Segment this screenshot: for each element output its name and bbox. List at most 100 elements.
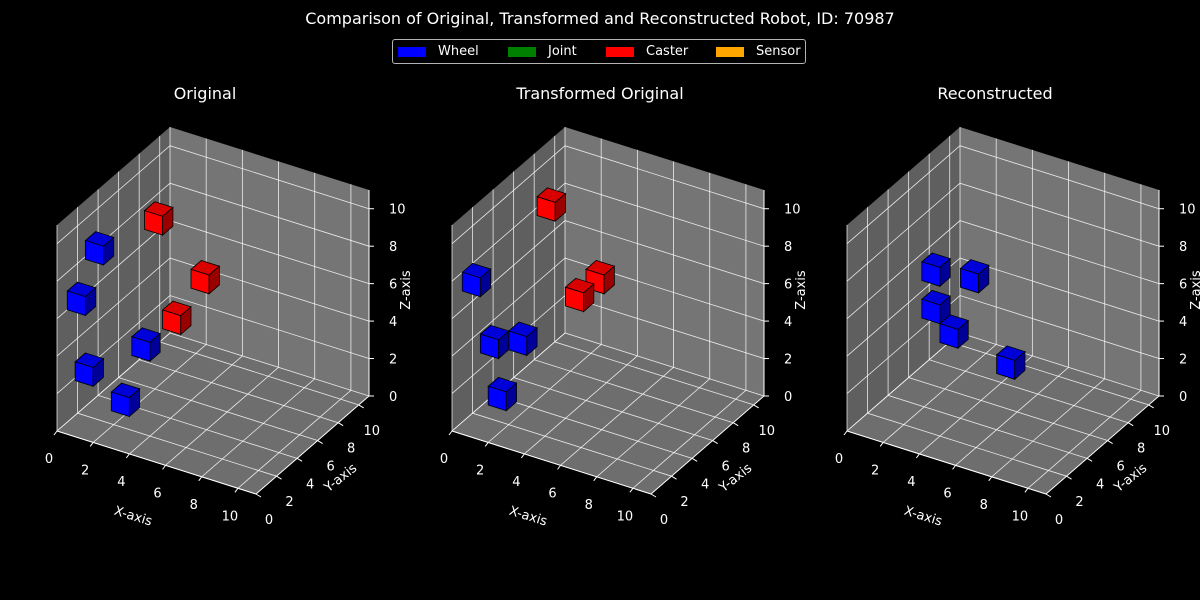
- x-tick-label: 8: [585, 498, 593, 513]
- x-tick: [53, 430, 58, 436]
- y-tick: [671, 475, 677, 480]
- cube-side-face: [978, 264, 990, 294]
- cube-side-face: [162, 206, 174, 236]
- grid-z-line: [846, 145, 1160, 245]
- y-tick: [753, 404, 759, 409]
- cube-side-face: [939, 257, 951, 288]
- x-tick-label: 10: [617, 509, 634, 524]
- legend-label-wheel: Wheel: [438, 44, 479, 59]
- legend-swatch-joint: [508, 46, 536, 57]
- x-tick-label: 0: [835, 452, 843, 467]
- y-tick-label: 4: [306, 477, 314, 492]
- x-tick-label: 8: [190, 498, 198, 513]
- grid-z-line: [846, 295, 1160, 394]
- z-tick-label: 10: [389, 203, 406, 218]
- cube-wheel: [959, 259, 990, 294]
- cube-side-face: [84, 286, 97, 317]
- legend-item-wheel: Wheel: [398, 44, 508, 59]
- x-tick: [952, 465, 956, 470]
- grid-z-line: [451, 182, 765, 282]
- y-tick-label: 6: [326, 460, 334, 475]
- left-back-pane: [847, 127, 960, 431]
- z-tick-label: 6: [389, 278, 397, 293]
- z-axis-label: Z-axis: [1189, 270, 1200, 310]
- x-tick: [988, 476, 993, 482]
- panel-title: Original: [174, 84, 237, 103]
- y-tick-label: 8: [742, 442, 750, 457]
- z-tick-label: 0: [389, 390, 397, 405]
- floor-pane: [452, 333, 764, 494]
- y-tick-label: 8: [1137, 442, 1145, 457]
- cube-side-face: [149, 332, 161, 363]
- legend-label-caster: Caster: [646, 44, 689, 59]
- x-tick-label: 6: [153, 486, 161, 501]
- x-axis-label: X-axis: [507, 504, 549, 530]
- right-back-pane: [960, 127, 1159, 396]
- cube-wheel: [74, 352, 105, 388]
- grid-z-line: [56, 332, 370, 432]
- cube-side-face: [208, 265, 220, 295]
- cube-wheel: [461, 262, 492, 298]
- cube-caster: [190, 260, 221, 295]
- z-tick-label: 8: [1179, 240, 1187, 255]
- x-tick: [89, 442, 94, 447]
- y-axis-line: [1045, 395, 1160, 495]
- cube-side-face: [103, 236, 115, 266]
- x-tick: [484, 442, 489, 447]
- x-tick-label: 6: [943, 486, 951, 501]
- y-axis-line: [255, 395, 370, 495]
- floor-pane: [847, 333, 1159, 494]
- cube-side-face: [498, 330, 510, 360]
- cube-wheel: [66, 281, 97, 317]
- y-tick: [296, 457, 303, 462]
- x-tick: [125, 453, 130, 459]
- grid-z-line: [451, 295, 765, 394]
- legend-label-sensor: Sensor: [756, 44, 801, 59]
- x-axis-line: [56, 430, 257, 495]
- x-tick: [593, 476, 598, 482]
- right-back-pane: [170, 127, 369, 396]
- cube-wheel: [995, 345, 1026, 381]
- y-tick-label: 10: [1153, 424, 1170, 439]
- x-tick-label: 4: [117, 475, 125, 490]
- y-tick-label: 0: [1055, 513, 1063, 528]
- figure-title: Comparison of Original, Transformed and …: [305, 9, 895, 28]
- y-tick-label: 2: [285, 495, 293, 510]
- x-tick-label: 0: [440, 452, 448, 467]
- z-tick-label: 10: [784, 203, 801, 218]
- z-tick-label: 0: [784, 390, 792, 405]
- legend-item-joint: Joint: [508, 44, 606, 59]
- floor-pane: [57, 333, 369, 494]
- cube-wheel: [131, 327, 161, 363]
- x-tick: [520, 453, 525, 459]
- panel-title: Transformed Original: [515, 84, 683, 103]
- z-tick-label: 4: [1179, 315, 1187, 330]
- y-tick: [358, 404, 364, 409]
- x-tick: [1024, 487, 1029, 493]
- legend-swatch-caster: [606, 46, 634, 57]
- z-axis-label: Z-axis: [794, 270, 809, 310]
- cube-side-face: [957, 319, 969, 350]
- y-tick: [712, 440, 718, 444]
- z-tick-label: 8: [784, 240, 792, 255]
- y-tick: [255, 493, 262, 498]
- y-tick: [732, 422, 739, 427]
- legend-swatch-wheel: [398, 46, 426, 57]
- y-tick-label: 8: [347, 442, 355, 457]
- x-tick: [879, 442, 884, 447]
- grid-z-line: [451, 145, 765, 245]
- y-tick: [1045, 493, 1052, 498]
- x-tick: [557, 465, 561, 470]
- cube-caster: [143, 201, 174, 236]
- y-tick: [1148, 404, 1154, 409]
- x-tick-label: 4: [512, 475, 520, 490]
- panel-title: Reconstructed: [937, 84, 1052, 103]
- cube-wheel: [921, 252, 951, 288]
- x-axis-line: [451, 430, 652, 495]
- x-tick: [629, 487, 634, 493]
- x-tick-label: 2: [81, 463, 89, 478]
- y-tick: [1127, 422, 1134, 427]
- y-tick: [1066, 475, 1072, 480]
- cube-caster: [585, 260, 616, 295]
- x-tick-label: 0: [45, 452, 53, 467]
